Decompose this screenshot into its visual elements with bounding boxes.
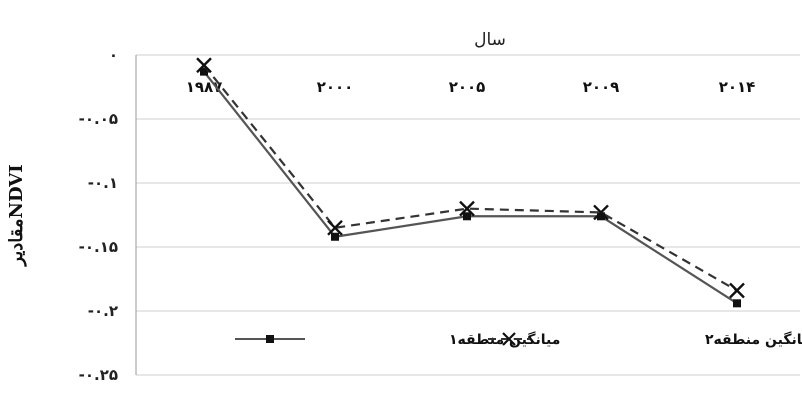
legend-marker-x-icon — [502, 332, 516, 346]
data-point-series-1 — [733, 299, 741, 308]
y-tick-label: -۰.۲ — [88, 302, 118, 320]
series-group — [196, 57, 745, 308]
y-tick-label: -۰.۱۵ — [79, 238, 118, 256]
data-point-series-2 — [593, 204, 609, 221]
data-point-series-2 — [196, 57, 212, 74]
y-tick-label: -۰.۲۵ — [79, 366, 118, 384]
x-tick-label: ۲۰۰۵ — [449, 78, 486, 96]
data-point-series-1 — [331, 232, 339, 241]
x-tick-labels: ۱۹۸۷ ۲۰۰۰ ۲۰۰۵ ۲۰۰۹ ۲۰۱۴ — [186, 78, 756, 96]
data-point-series-1 — [597, 212, 605, 221]
data-point-series-2 — [729, 282, 745, 299]
y-axis-title: مقادیرNDVI — [6, 164, 27, 267]
data-point-series-2 — [327, 219, 343, 236]
y-tick-label: ۰ — [109, 46, 118, 64]
series-line-1 — [203, 70, 738, 305]
data-point-series-2 — [459, 200, 475, 217]
x-tick-label: ۲۰۰۰ — [317, 78, 354, 96]
y-tick-label: -۰.۱ — [88, 174, 118, 192]
x-axis-title: سال — [474, 30, 506, 50]
x-tick-label: ۲۰۱۴ — [719, 78, 756, 96]
legend: میانگین منطقه۱ میانگین منطقه۲ — [235, 331, 802, 348]
legend-marker-square-icon — [266, 335, 274, 343]
x-tick-label: ۲۰۰۹ — [583, 78, 620, 96]
y-tick-labels: ۰ -۰.۰۵ -۰.۱ -۰.۱۵ -۰.۲ -۰.۲۵ — [79, 46, 118, 384]
series-line-2 — [203, 64, 738, 292]
data-point-series-1 — [463, 212, 471, 221]
y-tick-label: -۰.۰۵ — [79, 110, 118, 128]
legend-label-series-2: میانگین منطقه۲ — [705, 331, 802, 348]
data-point-series-1 — [200, 67, 208, 76]
